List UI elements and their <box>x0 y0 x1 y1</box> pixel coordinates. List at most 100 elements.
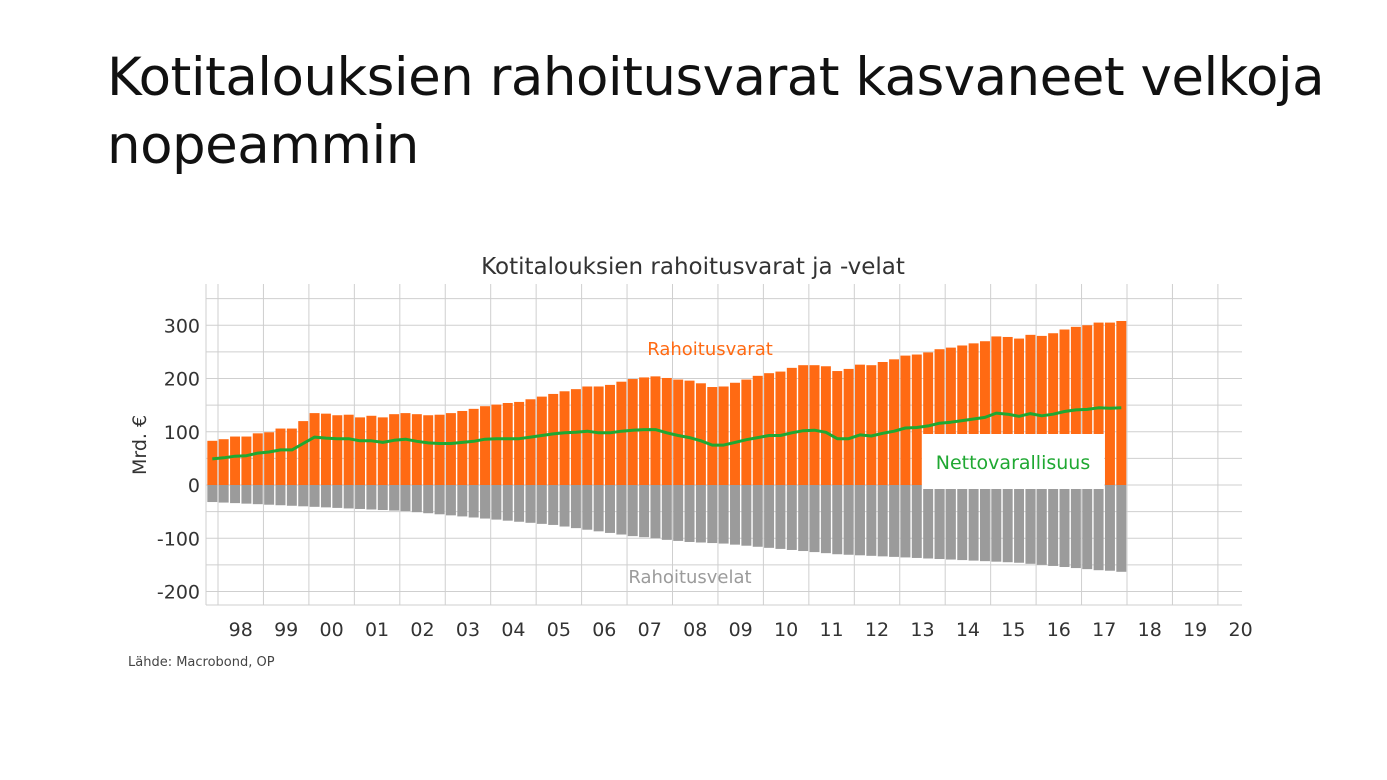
asset-bar <box>1025 334 1036 485</box>
liability-bar <box>843 485 854 555</box>
liability-bar <box>684 485 695 542</box>
asset-bar <box>616 381 627 485</box>
liability-bar <box>661 485 672 540</box>
liability-bar <box>207 485 218 503</box>
asset-bar <box>241 436 252 485</box>
liability-bar <box>423 485 434 514</box>
asset-bar <box>343 414 354 485</box>
asset-bar <box>252 433 263 485</box>
asset-bar <box>1014 338 1025 485</box>
x-tick-label: 99 <box>274 619 298 641</box>
x-tick-label: 15 <box>1001 619 1025 641</box>
asset-bar <box>434 414 445 485</box>
x-tick-label: 02 <box>410 619 434 641</box>
asset-bar <box>832 371 843 485</box>
asset-bar <box>1093 322 1104 485</box>
liability-bar <box>298 485 309 507</box>
asset-bar <box>320 413 331 485</box>
asset-bar <box>400 413 411 485</box>
asset-bar <box>1116 320 1127 485</box>
asset-bar <box>695 383 706 485</box>
liability-bar <box>695 485 706 543</box>
liability-bar <box>309 485 320 507</box>
liability-bar <box>389 485 400 511</box>
liability-bar <box>536 485 547 524</box>
liability-bar <box>1059 485 1070 568</box>
asset-bar <box>718 386 729 485</box>
asset-bar <box>730 382 740 485</box>
liability-bar <box>1104 485 1115 571</box>
x-tick-label: 14 <box>956 619 980 641</box>
liability-bar <box>1093 485 1104 571</box>
asset-bar <box>809 365 820 485</box>
liability-bar <box>218 485 229 503</box>
liability-bar <box>786 485 797 550</box>
liability-bar <box>923 485 934 559</box>
liability-bar <box>468 485 479 518</box>
liability-bar <box>957 485 968 561</box>
asset-bar <box>1036 335 1047 485</box>
asset-bar <box>911 354 922 485</box>
liability-bar <box>332 485 343 508</box>
asset-bar <box>889 359 900 485</box>
slide-title: Kotitalouksien rahoitusvarat kasvaneet v… <box>107 47 1325 176</box>
liability-bar <box>605 485 615 533</box>
asset-bar <box>468 408 479 485</box>
asset-bar <box>786 367 797 485</box>
asset-bar <box>605 384 615 485</box>
x-tick-label: 05 <box>547 619 571 641</box>
chart-axes: 300 200 100 0 -100 -200 98 99 00 01 02 03 04 05 06 07 08… <box>157 315 1253 641</box>
liability-bar <box>582 485 593 530</box>
asset-bar <box>684 380 695 485</box>
liability-bar <box>491 485 502 520</box>
asset-bar <box>582 386 593 485</box>
liability-bar <box>1082 485 1093 570</box>
x-tick-label: 10 <box>774 619 798 641</box>
liability-bar <box>548 485 559 525</box>
liability-bar <box>286 485 297 506</box>
x-tick-label: 17 <box>1092 619 1116 641</box>
liability-bar <box>820 485 831 554</box>
x-tick-label: 20 <box>1229 619 1253 641</box>
asset-bar <box>230 436 241 485</box>
asset-bar <box>423 415 434 485</box>
asset-bar <box>480 406 490 485</box>
asset-bar <box>491 404 502 485</box>
liability-bar <box>570 485 581 529</box>
asset-bar <box>1002 336 1013 485</box>
asset-bar <box>525 399 536 485</box>
x-tick-label: 19 <box>1183 619 1207 641</box>
liability-bar <box>1048 485 1059 566</box>
asset-bar <box>218 439 229 485</box>
liability-bar <box>1036 485 1047 565</box>
liability-bar <box>889 485 900 557</box>
liability-bar <box>650 485 661 539</box>
liability-bar <box>377 485 388 511</box>
liability-bar <box>1002 485 1013 563</box>
x-tick-label: 18 <box>1138 619 1162 641</box>
liability-bar <box>741 485 752 546</box>
liability-bar <box>900 485 911 558</box>
asset-bar <box>445 413 456 485</box>
asset-bar <box>275 428 286 485</box>
asset-bar <box>820 366 831 485</box>
y-tick-label: -200 <box>157 582 200 604</box>
asset-bar <box>1070 326 1081 485</box>
liability-bar <box>855 485 865 556</box>
asset-bar <box>798 365 809 485</box>
liability-bar <box>445 485 456 516</box>
x-tick-label: 00 <box>320 619 344 641</box>
x-tick-label: 16 <box>1047 619 1071 641</box>
asset-bar <box>877 361 888 485</box>
x-tick-label: 09 <box>729 619 753 641</box>
x-tick-label: 01 <box>365 619 389 641</box>
asset-bar <box>775 371 786 485</box>
liability-bar <box>945 485 956 560</box>
asset-bar <box>332 415 343 485</box>
asset-bar <box>411 414 422 485</box>
asset-bar <box>934 349 945 485</box>
liability-bar <box>514 485 525 522</box>
liability-bar <box>934 485 945 560</box>
